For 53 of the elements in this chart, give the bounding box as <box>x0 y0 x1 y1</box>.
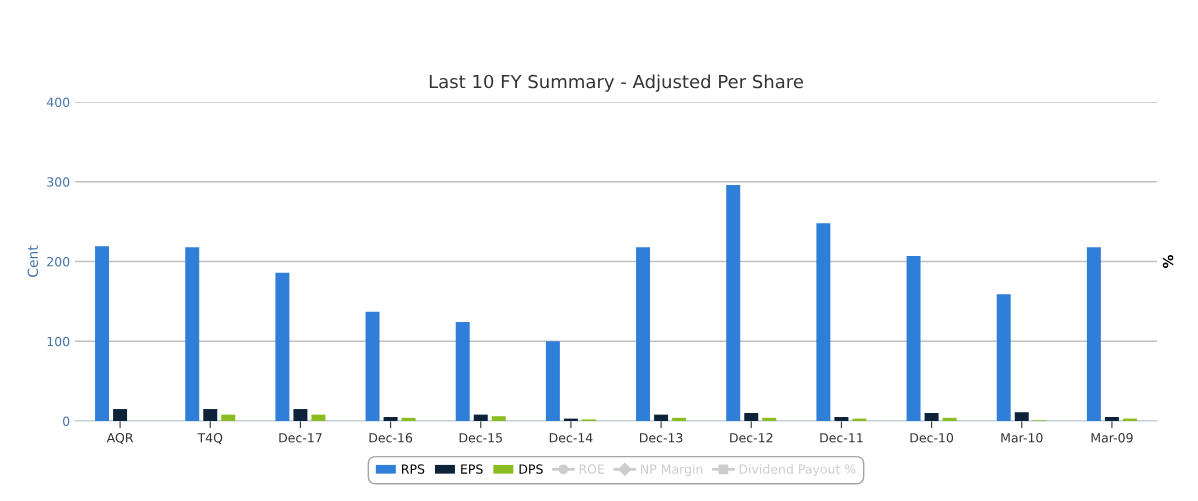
y-tick-label: 300 <box>47 177 70 187</box>
bar <box>1086 247 1101 421</box>
y-axis-title: Cent <box>27 245 39 277</box>
bar <box>275 272 290 421</box>
x-tick-label: Dec-12 <box>730 433 773 443</box>
y2-axis-title: % <box>1162 254 1174 269</box>
bar <box>455 322 470 421</box>
bar <box>491 416 506 421</box>
x-tick-label: AQR <box>106 433 134 444</box>
y-tick-label: 200 <box>47 256 70 267</box>
bar <box>762 417 777 421</box>
legend-label: EPS <box>461 464 483 474</box>
bar <box>311 414 326 421</box>
y-tick-label: 100 <box>47 336 70 347</box>
bar <box>113 409 128 421</box>
x-tick-label: Dec-15 <box>459 433 502 443</box>
y-tick-label: 400 <box>46 97 70 107</box>
bar <box>185 247 200 421</box>
x-tick-label: Dec-10 <box>910 433 954 443</box>
bar <box>1104 417 1119 421</box>
x-tick-label: Dec-11 <box>820 433 863 443</box>
y-tick-label: 0 <box>63 416 70 426</box>
bar <box>816 223 831 421</box>
bar <box>203 409 218 421</box>
x-tick-label: Mar-09 <box>1091 433 1133 443</box>
x-tick-label: Dec-14 <box>549 433 593 443</box>
bar <box>1014 412 1029 421</box>
bar <box>906 255 921 421</box>
bar <box>654 414 669 421</box>
bar <box>942 417 957 421</box>
legend-label: DPS <box>519 464 543 474</box>
bar <box>401 417 416 421</box>
bar <box>365 311 380 421</box>
bar <box>221 414 236 421</box>
x-tick-label: Mar-10 <box>1001 433 1043 443</box>
bar <box>383 417 398 421</box>
bar <box>744 413 759 421</box>
bar <box>672 417 687 421</box>
x-tick-label: Dec-17 <box>279 433 322 443</box>
bar <box>473 414 488 421</box>
legend-label: RPS <box>402 464 425 474</box>
bar <box>95 246 110 421</box>
x-tick-label: Dec-16 <box>369 433 413 443</box>
x-tick-label: Dec-13 <box>640 433 683 443</box>
chart-title: Last 10 FY Summary - Adjusted Per Share <box>429 74 803 92</box>
bar <box>293 409 308 421</box>
bar <box>726 184 741 421</box>
bar <box>996 294 1011 421</box>
bar <box>924 413 939 421</box>
x-tick-label: T4Q <box>197 433 223 444</box>
bar <box>834 417 849 421</box>
bar <box>545 341 560 421</box>
bar <box>636 247 651 421</box>
